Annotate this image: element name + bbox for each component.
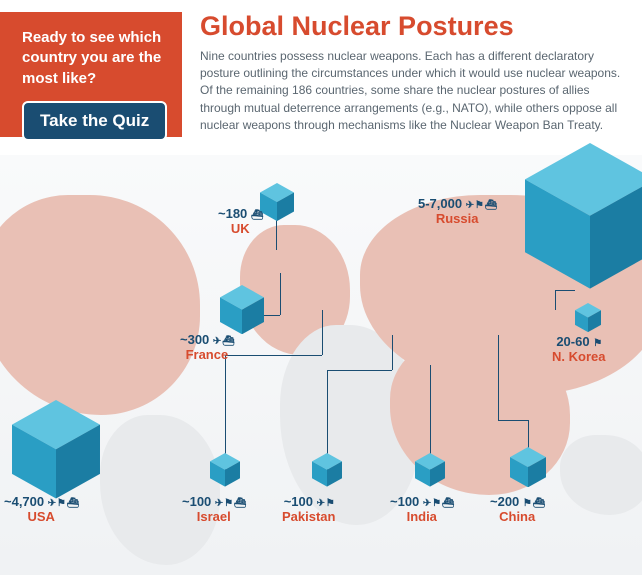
connector-line [327, 370, 392, 371]
infographic-root: Ready to see which country you are the m… [0, 0, 642, 577]
page-subtitle: Nine countries possess nuclear weapons. … [200, 48, 624, 135]
country-name: China [490, 510, 544, 525]
land-mass [0, 195, 200, 415]
delivery-icons: ✈ ⚑ ⛴ [423, 498, 454, 509]
delivery-icons: ✈ ⚑ ⛴ [48, 498, 79, 509]
quiz-prompt: Ready to see which country you are the m… [22, 28, 168, 89]
warhead-count: ~200 ⚑ ⛴ [490, 495, 544, 510]
arsenal-cube-uk [260, 183, 294, 226]
warhead-count: 5-7,000 ✈ ⚑ ⛴ [418, 197, 496, 212]
arsenal-cube-pakistan [312, 453, 342, 492]
connector-line [262, 315, 280, 316]
country-label-nkorea: 20-60 ⚑N. Korea [552, 335, 605, 365]
arsenal-cube-israel [210, 453, 240, 492]
country-label-india: ~100 ✈ ⚑ ⛴India [390, 495, 454, 525]
page-title: Global Nuclear Postures [200, 12, 624, 42]
country-label-pakistan: ~100 ✈ ⚑Pakistan [282, 495, 335, 525]
country-label-israel: ~100 ✈ ⚑ ⛴Israel [182, 495, 246, 525]
country-name: France [180, 348, 234, 363]
warhead-count: ~100 ✈ ⚑ ⛴ [390, 495, 454, 510]
connector-line [498, 420, 528, 421]
country-label-usa: ~4,700 ✈ ⚑ ⛴USA [4, 495, 78, 525]
arsenal-cube-usa [12, 400, 100, 504]
connector-line [430, 365, 431, 453]
warhead-count: ~180 ⛴ [218, 207, 263, 222]
warhead-count: ~100 ✈ ⚑ [282, 495, 335, 510]
arsenal-cube-france [220, 285, 264, 339]
warhead-count: ~300 ✈ ⛴ [180, 333, 234, 348]
warhead-count: ~100 ✈ ⚑ ⛴ [182, 495, 246, 510]
take-quiz-button[interactable]: Take the Quiz [22, 101, 167, 141]
title-block: Global Nuclear Postures Nine countries p… [182, 12, 624, 135]
warhead-count: ~4,700 ✈ ⚑ ⛴ [4, 495, 78, 510]
country-label-uk: ~180 ⛴UK [218, 207, 263, 237]
country-name: N. Korea [552, 350, 605, 365]
delivery-icons: ⚑ [593, 338, 601, 349]
country-label-china: ~200 ⚑ ⛴China [490, 495, 544, 525]
country-name: Pakistan [282, 510, 335, 525]
arsenal-cube-india [415, 453, 445, 492]
land-mass [560, 435, 642, 515]
warhead-count: 20-60 ⚑ [552, 335, 605, 350]
arsenal-cube-nkorea [575, 303, 601, 337]
connector-line [225, 355, 226, 453]
country-name: Israel [182, 510, 246, 525]
connector-line [327, 370, 328, 453]
delivery-icons: ⚑ ⛴ [523, 498, 544, 509]
country-name: Russia [418, 212, 496, 227]
connector-line [322, 310, 323, 355]
connector-line [392, 335, 393, 370]
delivery-icons: ✈ ⚑ ⛴ [215, 498, 246, 509]
quiz-promo-box: Ready to see which country you are the m… [0, 12, 182, 137]
world-map: ~4,700 ✈ ⚑ ⛴USA ~180 ⛴UK ~300 ✈ ⛴France … [0, 155, 642, 575]
connector-line [225, 355, 322, 356]
country-label-france: ~300 ✈ ⛴France [180, 333, 234, 363]
header: Ready to see which country you are the m… [0, 0, 642, 137]
country-name: UK [218, 222, 263, 237]
delivery-icons: ✈ ⛴ [213, 336, 234, 347]
delivery-icons: ⛴ [251, 210, 263, 221]
country-name: USA [4, 510, 78, 525]
connector-line [528, 420, 529, 447]
connector-line [280, 273, 281, 315]
delivery-icons: ✈ ⚑ [317, 498, 334, 509]
arsenal-cube-china [510, 447, 546, 492]
delivery-icons: ✈ ⚑ ⛴ [466, 200, 497, 211]
connector-line [498, 335, 499, 420]
country-label-russia: 5-7,000 ✈ ⚑ ⛴Russia [418, 197, 496, 227]
land-mass [100, 415, 220, 565]
country-name: India [390, 510, 454, 525]
arsenal-cube-russia [525, 143, 642, 294]
